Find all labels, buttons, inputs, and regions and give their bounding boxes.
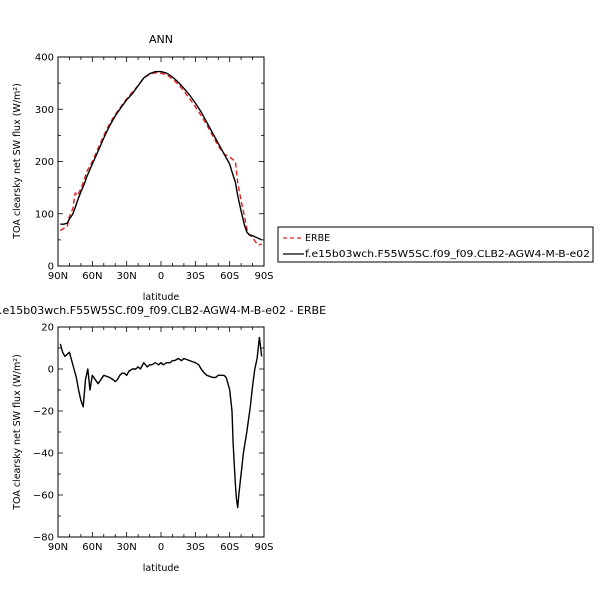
top-x-tick-label: 60N xyxy=(82,271,102,282)
bottom-y-tick-label: −40 xyxy=(33,449,54,460)
top-x-tick-label: 30N xyxy=(117,271,137,282)
bottom-axis-ticks: 90N 60N 30N 0 30S 60S 90S −80 −60 −40 −20 0 20 xyxy=(33,323,274,554)
bottom-x-tick-label: 90S xyxy=(254,542,273,553)
bottom-y-tick-label: −20 xyxy=(33,407,54,418)
top-series-line-1 xyxy=(60,70,262,241)
bottom-x-tick-label: 0 xyxy=(158,542,164,553)
top-plot-frame xyxy=(57,56,265,267)
bottom-x-tick-label: 60N xyxy=(82,542,102,553)
bottom-series-line-0 xyxy=(59,336,263,509)
bottom-x-tick-label: 30N xyxy=(117,542,137,553)
bottom-plot-frame xyxy=(57,326,265,538)
bottom-x-axis-label: latitude xyxy=(143,563,180,574)
top-y-tick-label: 200 xyxy=(35,157,54,168)
bottom-panel: f.e15b03wch.F55W5SC.f09_f09.CLB2-AGW4-M-… xyxy=(0,304,326,574)
bottom-series-lines xyxy=(59,336,263,509)
top-chart-title: ANN xyxy=(149,33,173,46)
top-series-lines xyxy=(59,70,262,246)
top-axis-ticks: 90N 60N 30N 0 30S 60S 90S 0 100 200 300 400 xyxy=(35,53,274,283)
bottom-y-tick-label: 0 xyxy=(48,365,54,376)
top-y-axis-label: TOA clearsky net SW flux (W/m²) xyxy=(12,83,23,240)
bottom-y-axis-label: TOA clearsky net SW flux (W/m²) xyxy=(12,354,23,511)
bottom-x-tick-label: 90N xyxy=(48,542,68,553)
top-x-tick-label: 90S xyxy=(254,271,273,282)
top-y-tick-label: 300 xyxy=(35,105,54,116)
top-x-tick-label: 60S xyxy=(220,271,239,282)
legend-box xyxy=(277,226,594,263)
bottom-x-tick-label: 30S xyxy=(186,542,205,553)
top-series-line-0 xyxy=(59,71,262,246)
top-y-tick-label: 0 xyxy=(48,262,54,273)
top-x-tick-label: 30S xyxy=(186,271,205,282)
top-y-tick-label: 400 xyxy=(35,53,54,64)
top-x-tick-label: 0 xyxy=(158,271,164,282)
legend-label-erbe: ERBE xyxy=(305,233,330,244)
bottom-y-tick-label: 20 xyxy=(41,323,54,334)
bottom-y-tick-label: −80 xyxy=(33,533,54,544)
bottom-x-tick-label: 60S xyxy=(220,542,239,553)
bottom-y-tick-label: −60 xyxy=(33,491,54,502)
top-y-tick-label: 100 xyxy=(35,209,54,220)
top-panel: ANN 90N 60N 30N 0 30S 60S 90S 0 100 200 300 400 lat… xyxy=(12,33,274,303)
legend-label-model: f.e15b03wch.F55W5SC.f09_f09.CLB2-AGW4-M-… xyxy=(305,249,590,260)
top-x-axis-label: latitude xyxy=(143,292,180,303)
bottom-chart-title: f.e15b03wch.F55W5SC.f09_f09.CLB2-AGW4-M-… xyxy=(0,304,326,317)
top-x-tick-label: 90N xyxy=(48,271,68,282)
legend: ERBE f.e15b03wch.F55W5SC.f09_f09.CLB2-AG… xyxy=(277,226,594,263)
